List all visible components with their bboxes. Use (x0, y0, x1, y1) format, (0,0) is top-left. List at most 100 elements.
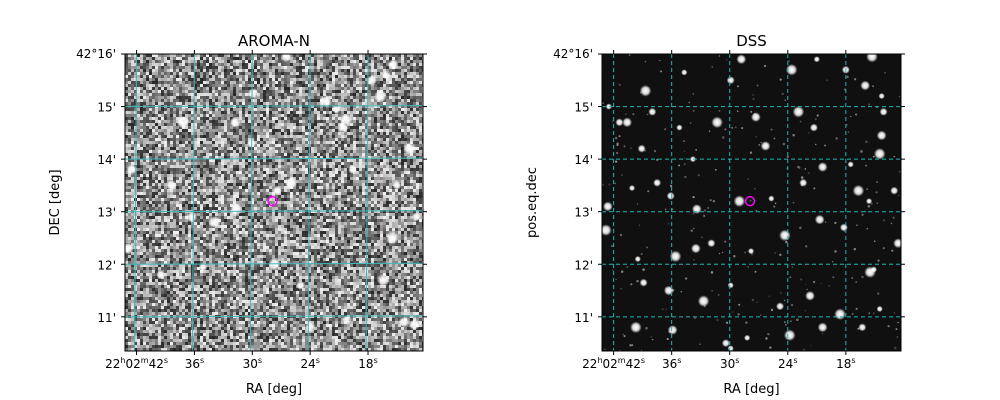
y-tick-label: 13' (97, 206, 116, 220)
y-tick-label: 13' (574, 206, 593, 220)
grid-line-ra (134, 54, 138, 351)
grid-line-ra (365, 54, 369, 351)
star (637, 144, 646, 153)
star (691, 204, 702, 214)
star (280, 54, 292, 63)
star (873, 148, 886, 160)
sky-image (104, 54, 423, 351)
star (779, 229, 791, 242)
grid-line-dec (125, 157, 423, 160)
star (760, 141, 771, 151)
star (681, 69, 688, 76)
star (104, 76, 113, 85)
star (342, 314, 352, 324)
star (817, 322, 828, 333)
star (267, 257, 281, 271)
star (785, 63, 798, 76)
star (750, 112, 761, 122)
star (727, 345, 734, 351)
y-tick-label: 15' (97, 101, 116, 115)
star (398, 316, 410, 328)
star (890, 186, 899, 195)
star (408, 319, 420, 331)
x-axis-label: RA [deg] (246, 382, 302, 397)
star (893, 238, 901, 249)
star (667, 325, 678, 335)
star (165, 179, 177, 191)
star (876, 305, 883, 313)
grid-line-dec (125, 315, 423, 318)
sky-image (602, 54, 901, 351)
star (639, 84, 652, 97)
star (852, 184, 865, 197)
star (319, 94, 333, 108)
star (866, 54, 878, 63)
star (229, 202, 243, 216)
star (663, 285, 674, 296)
star (411, 212, 421, 222)
star (733, 195, 746, 207)
star (792, 106, 805, 118)
star (744, 334, 751, 341)
star (229, 116, 241, 128)
x-tick-label: 30s (243, 356, 262, 371)
grid-line-ra (191, 54, 195, 351)
star (615, 118, 624, 127)
x-tick-label: 22h02m42s (105, 356, 168, 371)
star (296, 280, 306, 290)
star (814, 214, 825, 225)
y-axis-label: DEC [deg] (48, 169, 63, 235)
star (834, 308, 846, 321)
star (628, 184, 636, 192)
star (186, 211, 198, 223)
grid (125, 54, 423, 351)
star (878, 92, 885, 100)
star (865, 198, 873, 205)
star (858, 323, 867, 332)
star (622, 117, 633, 128)
star (707, 239, 716, 248)
chart-title: DSS (736, 32, 767, 50)
star (783, 329, 796, 342)
star (813, 56, 820, 63)
star (381, 70, 391, 80)
star (726, 76, 735, 85)
x-tick-label: 30s (720, 356, 739, 371)
x-tick-label: 36s (662, 356, 681, 371)
star (860, 80, 871, 91)
star (648, 107, 657, 116)
star (689, 156, 697, 163)
star (727, 282, 734, 289)
star (839, 223, 848, 232)
y-tick-label: 12' (574, 258, 593, 272)
star (605, 103, 612, 110)
grid-line-ra (249, 54, 253, 351)
x-axis-label: RA [deg] (723, 382, 779, 397)
star (198, 262, 208, 272)
y-tick-label: 14' (574, 153, 593, 167)
axes-frame (124, 53, 424, 352)
star (776, 302, 785, 311)
star (176, 115, 190, 129)
star (736, 54, 747, 65)
star (768, 195, 775, 202)
star (809, 123, 818, 132)
target-marker (744, 195, 756, 207)
star (630, 321, 642, 334)
star (817, 162, 828, 172)
x-tick-label: 22h02m42s (582, 356, 645, 371)
x-tick-label: 18s (358, 356, 377, 371)
star (721, 339, 730, 348)
y-tick-label: 42°16' (553, 47, 593, 61)
panel-1: AROMA-N 22h02m42s 36s 30s 24s 18s 42°16' 15' 14'… (48, 32, 427, 397)
star (697, 295, 710, 307)
star (392, 180, 402, 190)
y-axis-label: pos.eq.dec (525, 167, 540, 238)
star (602, 201, 613, 212)
star (669, 250, 682, 263)
star (156, 270, 166, 280)
x-tick-label: 24s (778, 356, 797, 371)
y-tick-label: 14' (97, 153, 116, 167)
star (402, 142, 416, 156)
x-tick-label: 18s (836, 356, 855, 371)
